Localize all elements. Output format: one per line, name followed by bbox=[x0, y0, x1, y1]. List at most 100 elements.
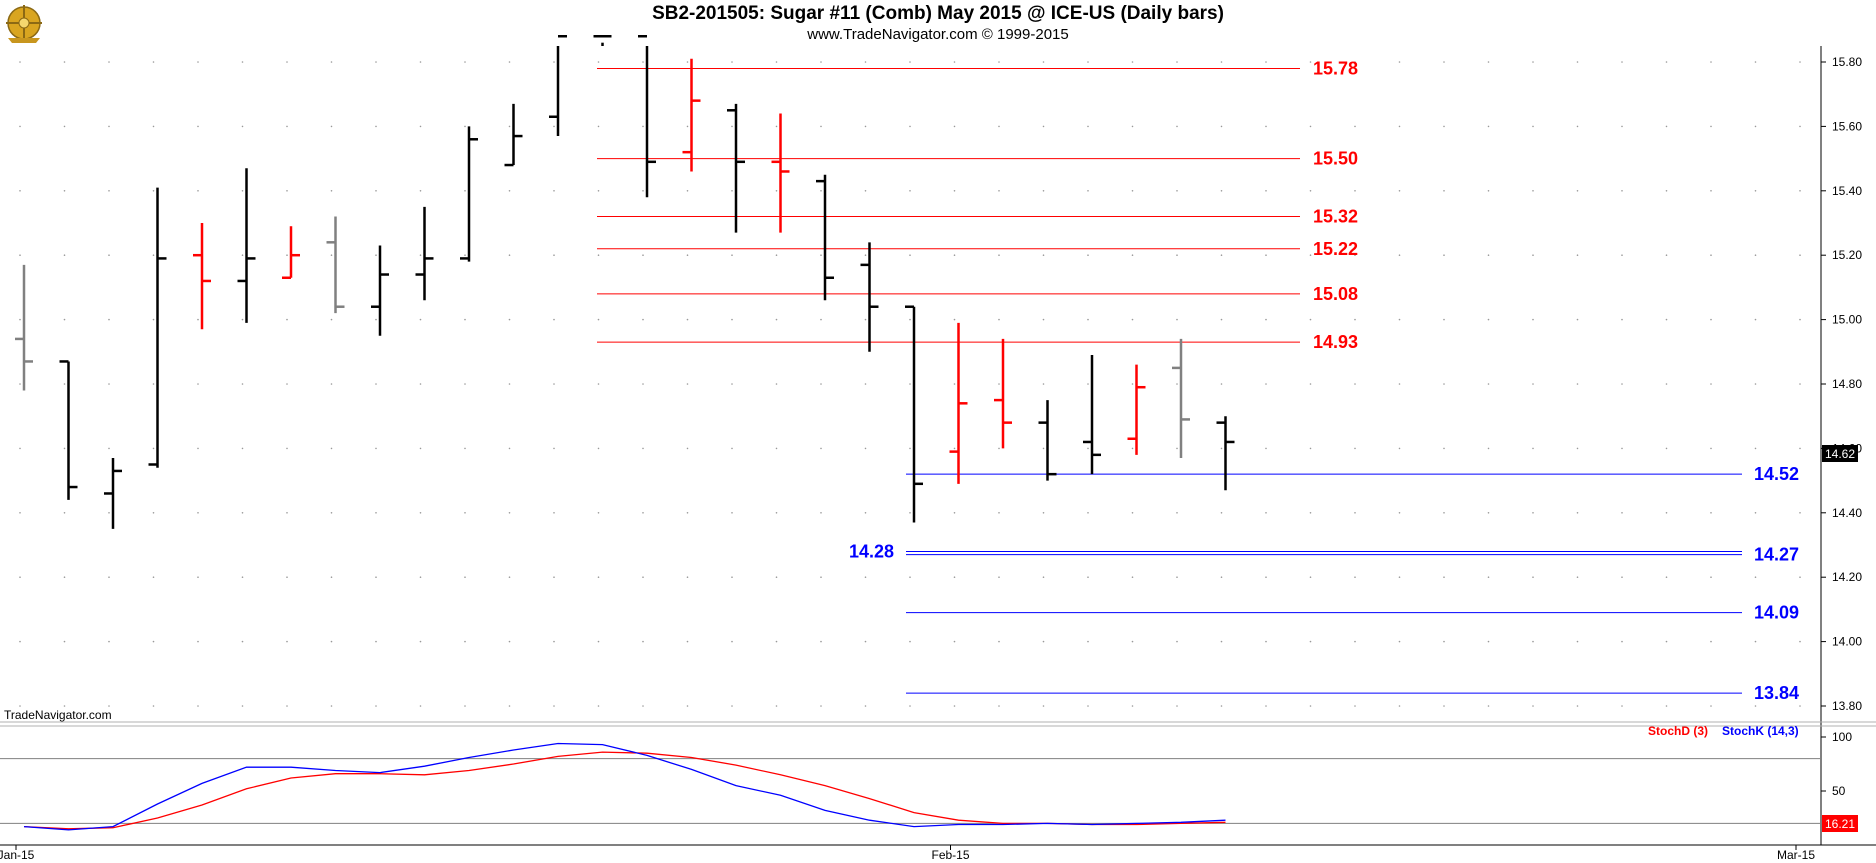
grid-dot bbox=[1042, 512, 1045, 514]
grid-dot bbox=[1131, 640, 1134, 643]
grid-dot bbox=[152, 61, 155, 63]
grid-dot bbox=[642, 254, 644, 256]
grid-dot bbox=[1443, 318, 1445, 321]
ohlc-bar bbox=[148, 187, 167, 468]
grid-dot bbox=[1799, 512, 1801, 514]
grid-dot bbox=[1532, 447, 1534, 450]
resistance-label: 15.78 bbox=[1313, 58, 1358, 78]
grid-dot bbox=[108, 447, 110, 450]
grid-dot bbox=[1042, 447, 1045, 450]
grid-dot bbox=[508, 512, 511, 514]
grid-dot bbox=[286, 254, 288, 256]
grid-dot bbox=[820, 447, 822, 450]
grid-dot bbox=[1265, 447, 1267, 450]
grid-dot bbox=[375, 318, 377, 321]
grid-dot bbox=[464, 576, 466, 578]
ohlc-bar bbox=[1172, 338, 1190, 459]
grid-dot bbox=[508, 318, 511, 321]
grid-dot bbox=[864, 576, 867, 578]
grid-dot bbox=[330, 254, 333, 256]
grid-dot bbox=[1265, 512, 1267, 514]
grid-dot bbox=[1665, 254, 1668, 256]
ohlc-bar bbox=[638, 34, 656, 198]
grid-dot bbox=[1576, 61, 1579, 63]
grid-dot bbox=[330, 705, 333, 707]
grid-dot bbox=[1265, 190, 1267, 192]
grid-dot bbox=[909, 512, 911, 514]
grid-dot bbox=[731, 383, 733, 385]
grid-dot bbox=[1131, 318, 1134, 321]
grid-dot bbox=[1131, 576, 1134, 578]
ohlc-bar bbox=[1216, 416, 1235, 491]
grid-dot bbox=[197, 447, 199, 450]
grid-dot bbox=[953, 383, 956, 385]
grid-dot bbox=[998, 61, 1000, 63]
grid-dot bbox=[1087, 318, 1089, 321]
grid-dot bbox=[1220, 576, 1223, 578]
grid-dot bbox=[998, 190, 1000, 192]
grid-dot bbox=[1754, 125, 1757, 128]
grid-dot bbox=[998, 705, 1000, 707]
grid-dot bbox=[1398, 318, 1401, 321]
grid-dot bbox=[464, 61, 466, 63]
grid-dot bbox=[553, 318, 555, 321]
grid-dot bbox=[152, 576, 155, 578]
grid-dot bbox=[1665, 705, 1668, 707]
grid-dot bbox=[1265, 576, 1267, 578]
grid-dot bbox=[820, 512, 822, 514]
grid-dot bbox=[508, 190, 511, 192]
grid-dot bbox=[1042, 640, 1045, 643]
grid-dot bbox=[286, 190, 288, 192]
grid-dot bbox=[1532, 705, 1534, 707]
grid-dot bbox=[642, 61, 644, 63]
grid-dot bbox=[1131, 61, 1134, 63]
grid-dot bbox=[909, 640, 911, 643]
grid-dot bbox=[241, 640, 244, 643]
grid-dot bbox=[909, 576, 911, 578]
grid-dot bbox=[1799, 705, 1801, 707]
ohlc-bar bbox=[994, 338, 1012, 449]
grid-dot bbox=[419, 190, 422, 192]
grid-dot bbox=[820, 254, 822, 256]
grid-dot bbox=[1443, 447, 1445, 450]
grid-dot bbox=[1532, 576, 1534, 578]
grid-dot bbox=[375, 512, 377, 514]
grid-dot bbox=[1754, 61, 1757, 63]
grid-dot bbox=[419, 254, 422, 256]
grid-dot bbox=[464, 254, 466, 256]
grid-dot bbox=[775, 576, 778, 578]
grid-dot bbox=[1621, 254, 1623, 256]
grid-dot bbox=[286, 640, 288, 643]
grid-dot bbox=[419, 576, 422, 578]
grid-dot bbox=[1354, 254, 1356, 256]
grid-dot bbox=[375, 125, 377, 128]
grid-dot bbox=[1621, 125, 1623, 128]
grid-dot bbox=[197, 318, 199, 321]
grid-dot bbox=[63, 447, 66, 450]
grid-dot bbox=[775, 190, 778, 192]
grid-dot bbox=[1487, 512, 1490, 514]
stoch-series-line bbox=[23, 751, 1226, 830]
grid-dot bbox=[1754, 254, 1757, 256]
grid-dot bbox=[1754, 318, 1757, 321]
grid-dot bbox=[1265, 318, 1267, 321]
grid-dot bbox=[1087, 190, 1089, 192]
grid-dot bbox=[108, 318, 110, 321]
grid-dot bbox=[1398, 576, 1401, 578]
grid-dot bbox=[241, 447, 244, 450]
grid-dot bbox=[241, 576, 244, 578]
ohlc-bar bbox=[1038, 400, 1057, 481]
grid-dot bbox=[597, 576, 600, 578]
grid-dot bbox=[864, 640, 867, 643]
grid-dot bbox=[1665, 383, 1668, 385]
grid-dot bbox=[1398, 61, 1401, 63]
grid-dot bbox=[686, 512, 689, 514]
grid-dot bbox=[286, 705, 288, 707]
grid-dot bbox=[597, 61, 600, 63]
grid-dot bbox=[642, 705, 644, 707]
grid-dot bbox=[909, 125, 911, 128]
grid-dot bbox=[1443, 383, 1445, 385]
grid-dot bbox=[1799, 125, 1801, 128]
grid-dot bbox=[1131, 705, 1134, 707]
ohlc-bar bbox=[549, 34, 567, 137]
